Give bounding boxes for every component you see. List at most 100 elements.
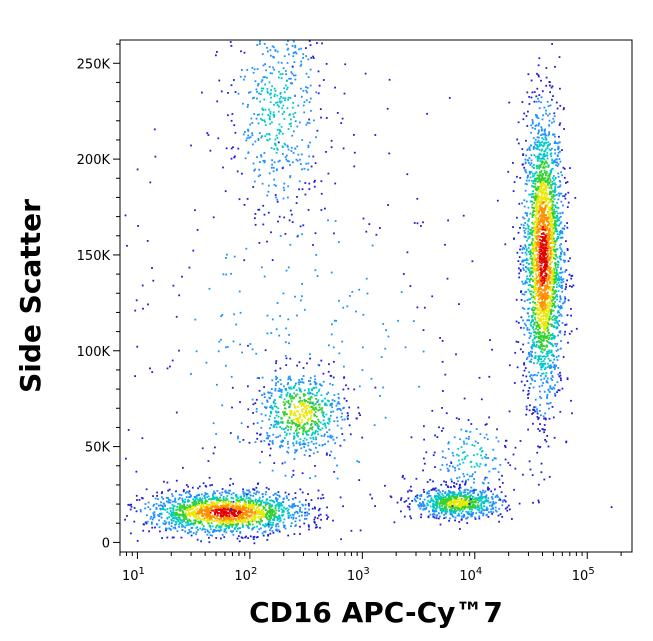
event-dot [270, 504, 273, 507]
event-dot [298, 515, 301, 518]
event-dot [277, 529, 280, 532]
event-dot [480, 512, 482, 514]
event-dot [530, 229, 532, 231]
event-dot [474, 506, 477, 509]
event-dot [463, 506, 465, 508]
event-dot [258, 528, 261, 531]
event-dot [543, 349, 546, 352]
event-dot [198, 502, 200, 505]
event-dot [213, 516, 215, 518]
event-dot [538, 501, 540, 504]
event-dot [539, 160, 542, 162]
event-dot [559, 298, 562, 301]
event-dot [539, 196, 542, 199]
event-dot [536, 223, 538, 226]
event-dot [208, 519, 210, 522]
event-dot [228, 526, 231, 528]
event-dot [130, 505, 133, 508]
event-dot [523, 166, 526, 169]
event-dot [523, 369, 526, 372]
event-dot [536, 213, 539, 216]
event-dot [527, 312, 529, 315]
event-dot [537, 240, 539, 243]
event-dot [473, 506, 476, 508]
event-dot [555, 319, 558, 322]
event-dot [554, 258, 557, 260]
event-dot [517, 231, 520, 234]
event-dot [185, 524, 188, 527]
event-dot [127, 503, 130, 506]
event-dot [525, 405, 528, 408]
event-dot [545, 189, 547, 192]
event-dot [531, 270, 533, 273]
event-dot [542, 363, 545, 365]
event-dot [523, 362, 525, 364]
event-dot [426, 492, 429, 495]
event-dot [443, 499, 446, 501]
event-dot [269, 511, 271, 514]
event-dot [350, 529, 353, 532]
event-dot [474, 518, 477, 520]
event-dot [569, 257, 571, 260]
event-dot [545, 275, 548, 277]
event-dot [206, 510, 208, 513]
event-dot [546, 301, 549, 304]
event-dot [551, 332, 554, 335]
event-dot [264, 504, 267, 507]
event-dot [445, 512, 447, 515]
event-dot [498, 507, 501, 510]
event-dot [206, 503, 208, 506]
event-dot [556, 202, 558, 204]
event-dot [458, 521, 461, 523]
event-dot [283, 497, 285, 500]
event-dot [537, 230, 540, 233]
event-dot [542, 173, 544, 176]
event-dot [518, 202, 521, 205]
event-dot [479, 490, 482, 493]
event-dot [172, 509, 175, 511]
event-dot [268, 524, 270, 527]
event-dot [247, 505, 250, 508]
event-dot [540, 350, 543, 353]
event-dot [542, 314, 545, 317]
event-dot [555, 268, 558, 271]
event-dot [556, 391, 558, 393]
event-dot [545, 160, 547, 163]
event-dot [422, 508, 425, 511]
event-dot [549, 282, 551, 284]
event-dot [239, 512, 241, 515]
event-dot [541, 90, 544, 93]
event-dot [528, 228, 531, 231]
event-dot [287, 534, 290, 537]
event-dot [486, 513, 488, 516]
event-dot [553, 290, 556, 293]
event-dot [553, 142, 556, 144]
event-dot [207, 510, 210, 513]
event-dot [267, 522, 270, 524]
event-dot [555, 356, 558, 359]
event-dot [273, 500, 276, 503]
event-dot [468, 504, 470, 507]
event-dot [248, 502, 250, 504]
event-dot [547, 201, 550, 204]
event-dot [555, 270, 558, 272]
event-dot [197, 494, 199, 496]
event-dot [551, 239, 554, 242]
event-dot [455, 497, 458, 500]
event-dot [538, 430, 541, 432]
event-dot [164, 505, 166, 507]
event-dot [182, 500, 185, 502]
event-dot [553, 326, 556, 328]
event-dot [556, 279, 559, 281]
event-dot [553, 120, 555, 123]
event-dot [225, 517, 228, 520]
event-dot [241, 523, 244, 526]
event-dot [174, 523, 176, 526]
event-dot [553, 249, 555, 252]
event-dot [195, 520, 197, 522]
event-dot [547, 352, 549, 355]
event-dot [533, 266, 535, 269]
event-dot [195, 514, 198, 517]
event-dot [561, 279, 563, 281]
event-dot [240, 536, 243, 539]
